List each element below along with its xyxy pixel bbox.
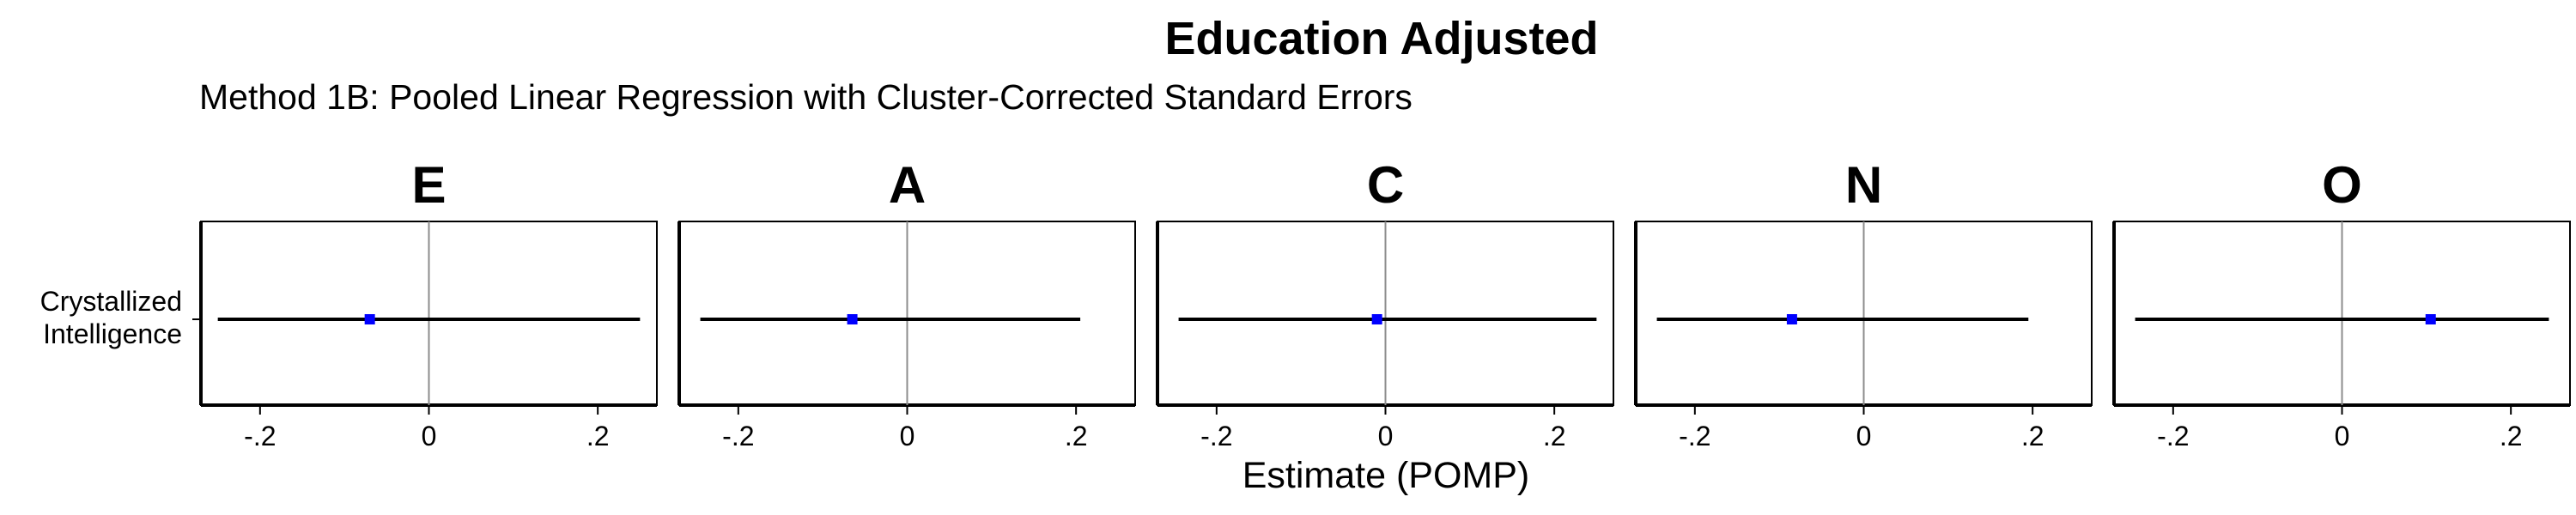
- x-tick-label: -.2: [1200, 421, 1232, 451]
- facet-panels: E -.2 0 .2 A -.2 0 .2 C -.2 0 .2 N -.2 0 .2 O -.2 0 .2: [192, 156, 2571, 451]
- chart-subtitle: Method 1B: Pooled Linear Regression with…: [199, 77, 1413, 117]
- panel-title-a: A: [889, 156, 926, 214]
- x-tick-label: 0: [1856, 421, 1872, 451]
- x-tick-label: .2: [2021, 421, 2044, 451]
- x-tick-label: -.2: [1679, 421, 1710, 451]
- point-estimate: [364, 314, 375, 324]
- x-tick-label: -.2: [244, 421, 276, 451]
- x-tick-label: .2: [1065, 421, 1088, 451]
- panel-title-c: C: [1367, 156, 1404, 214]
- x-tick-label: 0: [1378, 421, 1394, 451]
- point-estimate: [1371, 314, 1382, 324]
- point-estimate: [1786, 314, 1797, 324]
- x-tick-label: .2: [586, 421, 610, 451]
- point-estimate: [847, 314, 858, 324]
- x-tick-label: -.2: [2157, 421, 2189, 451]
- panel-title-o: O: [2322, 156, 2362, 214]
- x-tick-label: 0: [900, 421, 915, 451]
- x-tick-label: 0: [422, 421, 437, 451]
- panel-o: O -.2 0 .2: [2112, 156, 2571, 451]
- panel-n: N -.2 0 .2: [1634, 156, 2093, 451]
- y-category-label-line1: Crystallized: [40, 286, 182, 317]
- panel-e: E -.2 0 .2: [192, 156, 658, 451]
- panel-a: A -.2 0 .2: [677, 156, 1136, 451]
- panel-c: C -.2 0 .2: [1156, 156, 1614, 451]
- y-category-label-line2: Intelligence: [43, 318, 182, 349]
- y-category-label: Crystallized Intelligence: [40, 286, 182, 349]
- x-tick-label: 0: [2335, 421, 2350, 451]
- point-estimate: [2425, 314, 2436, 324]
- x-axis-label: Estimate (POMP): [1242, 455, 1530, 496]
- x-tick-label: .2: [1543, 421, 1566, 451]
- chart-title: Education Adjusted: [1164, 13, 1599, 64]
- panel-title-n: N: [1845, 156, 1882, 214]
- x-tick-label: -.2: [722, 421, 754, 451]
- x-tick-label: .2: [2500, 421, 2523, 451]
- panel-title-e: E: [411, 156, 446, 214]
